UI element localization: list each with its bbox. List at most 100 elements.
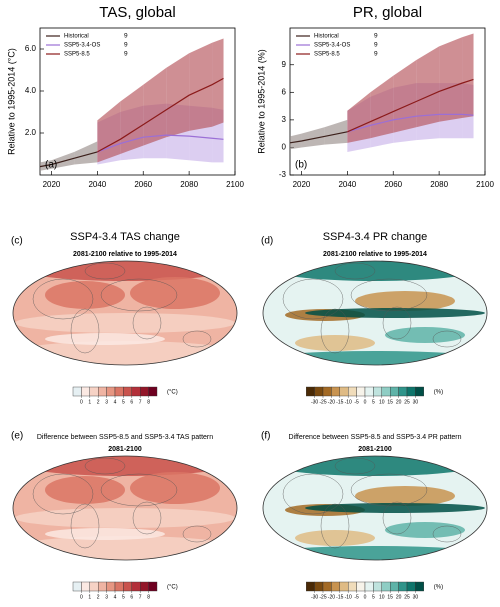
range-band	[301, 127, 325, 148]
map-title: Difference between SSP5-8.5 and SSP5-3.4…	[288, 434, 461, 441]
colorbar-label: 5	[372, 399, 375, 405]
colorbar-box	[373, 386, 382, 397]
colorbar-box	[398, 386, 408, 397]
continent-outline	[84, 457, 126, 475]
map-region	[385, 327, 465, 343]
continent-outline	[334, 457, 376, 475]
map-region	[295, 530, 375, 546]
colorbar-label: 5	[122, 594, 125, 600]
colorbar-unit: (°C)	[167, 585, 178, 591]
colorbar-box	[390, 581, 399, 592]
legend-label: SSP5-8.5	[314, 52, 340, 58]
continent-outline	[432, 525, 462, 543]
colorbar-label: 0	[364, 399, 367, 405]
chart-title: TAS, global	[99, 4, 175, 21]
legend-label: Historical	[64, 34, 89, 40]
colorbar-label: 25	[404, 594, 410, 600]
colorbar-label: 7	[139, 399, 142, 405]
map-region	[355, 486, 455, 506]
series-line	[347, 113, 474, 133]
x-tick-label: 2060	[134, 180, 152, 189]
map	[263, 261, 487, 365]
colorbar-box	[81, 386, 91, 397]
y-tick-label: 6.0	[25, 44, 37, 53]
colorbar-box	[314, 581, 324, 592]
colorbar-label: -20	[328, 399, 335, 405]
colorbar-box	[97, 386, 107, 397]
map-heading: SSP4-3.4 TAS change	[70, 231, 180, 243]
x-tick-label: 2060	[384, 180, 402, 189]
colorbar-box	[381, 581, 391, 592]
panel-label: (e)	[11, 431, 23, 442]
colorbar-box	[364, 581, 374, 592]
panel-label: (d)	[261, 236, 273, 247]
continent-outline	[282, 473, 344, 515]
colorbar-box	[306, 386, 315, 397]
map-region	[45, 333, 165, 345]
colorbar-label: -15	[336, 399, 343, 405]
continent-outline	[84, 262, 126, 280]
colorbar-label: -10	[345, 399, 352, 405]
panel-label: (b)	[295, 160, 307, 171]
map-region	[13, 261, 237, 281]
colorbar-box	[415, 581, 424, 592]
colorbar-label: 8	[147, 594, 150, 600]
colorbar-box	[331, 581, 340, 592]
colorbar-label: -5	[354, 399, 359, 405]
x-tick-label: 2080	[430, 180, 448, 189]
legend-count: 9	[374, 33, 378, 40]
map-region	[263, 261, 487, 281]
legend-count: 9	[124, 51, 128, 58]
x-tick-label: 2040	[338, 180, 356, 189]
colorbar-box	[139, 581, 149, 592]
colorbar-box	[415, 386, 424, 397]
plot-area	[289, 33, 474, 153]
colorbar-label: 30	[413, 594, 419, 600]
continent-outline	[100, 473, 178, 507]
continent-outline	[182, 330, 212, 348]
colorbar-label: 6	[130, 594, 133, 600]
colorbar-label: 2	[97, 399, 100, 405]
colorbar-label: -5	[354, 594, 359, 600]
legend-count: 9	[374, 42, 378, 49]
x-tick-label: 2040	[88, 180, 106, 189]
range-band	[370, 75, 394, 139]
map-region	[15, 313, 235, 333]
y-axis-title: Relative to 1995-2014 (°C)	[6, 48, 16, 155]
continent-outline	[432, 330, 462, 348]
colorbar-box	[373, 581, 382, 592]
colorbar-label: 8	[147, 399, 150, 405]
colorbar-box	[356, 386, 366, 397]
map-border	[12, 260, 238, 366]
continent-outline	[334, 262, 376, 280]
legend-label: SSP5-8.5	[64, 52, 90, 58]
map-border	[12, 455, 238, 561]
colorbar-box	[89, 581, 99, 592]
colorbar-label: 5	[372, 594, 375, 600]
colorbar-label: 6	[130, 399, 133, 405]
panel-label: (a)	[45, 160, 57, 171]
legend-label: Historical	[314, 34, 339, 40]
continent-outline	[100, 278, 178, 312]
range-band	[462, 33, 474, 119]
colorbar-label: 5	[122, 399, 125, 405]
colorbar-label: 3	[105, 594, 108, 600]
map-title: 2081-2100 relative to 1995-2014	[73, 251, 177, 258]
continent-outline	[382, 501, 412, 535]
map-region	[130, 277, 220, 309]
map-subtitle: 2081-2100	[108, 446, 142, 453]
colorbar-box	[314, 386, 324, 397]
panel-label: (c)	[11, 236, 23, 247]
colorbar-box	[72, 386, 82, 397]
colorbar-label: -10	[345, 594, 352, 600]
continent-outline	[132, 501, 162, 535]
continent-outline	[132, 306, 162, 340]
legend-count: 9	[124, 33, 128, 40]
colorbar-box	[89, 386, 99, 397]
series-line	[97, 77, 224, 153]
x-tick-label: 2020	[293, 180, 311, 189]
continent-outline	[350, 473, 428, 507]
colorbar-unit: (%)	[434, 585, 443, 591]
map	[13, 456, 237, 560]
colorbar-label: 15	[387, 594, 393, 600]
